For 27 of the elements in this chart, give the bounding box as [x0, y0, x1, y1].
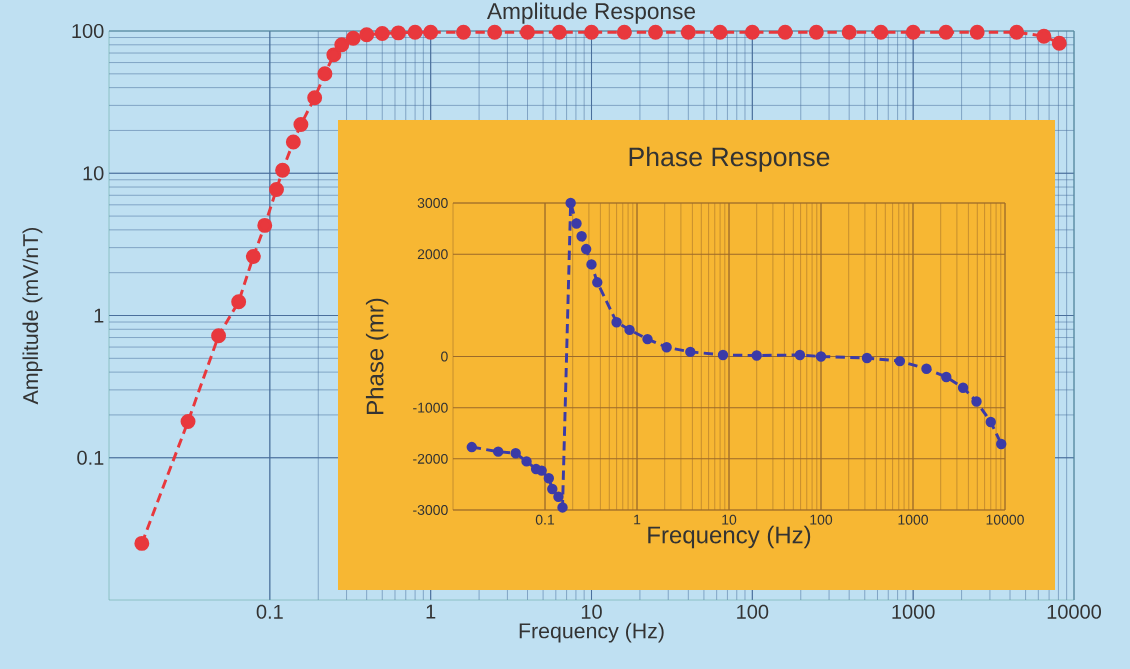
y-tick-label: 10 — [83, 166, 104, 181]
y-axis-title: Phase (mr) — [365, 298, 389, 414]
x-tick-label: 0.1 — [256, 604, 283, 619]
y-axis-title: Amplitude (mV/nT) — [22, 227, 43, 405]
x-tick-label: 1000 — [892, 604, 935, 619]
x-tick-label: 10000 — [1047, 604, 1102, 619]
y-tick-label: 2000 — [417, 249, 448, 260]
x-tick-label: 10000 — [986, 514, 1024, 525]
x-tick-label: 0.1 — [535, 514, 555, 525]
chart-title: Phase Response — [629, 146, 830, 172]
y-tick-label: -2000 — [413, 453, 448, 464]
x-tick-label: 100 — [810, 514, 833, 525]
y-tick-label: -3000 — [413, 505, 448, 515]
y-tick-label: -1000 — [413, 402, 448, 413]
x-tick-label: 100 — [737, 604, 769, 619]
y-tick-label: 100 — [72, 23, 104, 39]
x-tick-label: 1 — [634, 514, 641, 525]
y-tick-label: 1 — [94, 308, 104, 323]
y-tick-label: 0 — [441, 351, 448, 362]
x-tick-label: 10 — [722, 514, 737, 525]
x-axis-title: Frequency (Hz) — [648, 525, 811, 549]
x-tick-label: 10 — [581, 604, 602, 619]
chart-title: Amplitude Response — [486, 2, 696, 24]
y-tick-label: 3000 — [417, 198, 448, 208]
x-axis-title: Frequency (Hz) — [519, 622, 664, 643]
y-tick-label: 0.1 — [77, 450, 104, 465]
x-tick-label: 1000 — [898, 514, 929, 525]
